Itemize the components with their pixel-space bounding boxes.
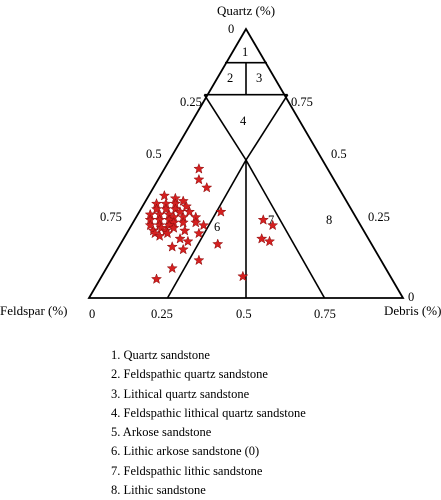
sample-star-marker [168, 222, 180, 233]
legend-item: 2. Feldspathic quartz sandstone [111, 367, 268, 382]
sample-star-marker [177, 195, 189, 206]
region-label-1: 1 [242, 45, 248, 59]
ternary-outer-triangle [87, 27, 405, 299]
right-edge-tick-label: 0.5 [331, 147, 347, 161]
legend-item: 7. Feldspathic lithic sandstone [111, 463, 263, 478]
sample-star-marker [160, 203, 172, 215]
base-tick-label: 0.75 [314, 307, 336, 321]
left-edge-tick-label: 0.25 [180, 95, 202, 109]
region-label-7: 7 [268, 213, 274, 227]
legend-item: 6. Lithic arkose sandstone (0) [111, 444, 260, 459]
base-tick-label: 0 [89, 307, 95, 321]
left-edge-tick-label: 0.75 [100, 210, 122, 224]
right-label-debris: Debris (%) [384, 303, 441, 318]
sample-star-marker [174, 232, 186, 244]
sample-star-marker [237, 270, 249, 282]
sample-star-marker [155, 222, 167, 233]
sample-star-marker [193, 227, 205, 239]
right-edge-tick-label: 0.75 [291, 95, 313, 109]
sample-star-marker [166, 240, 178, 252]
region-label-8: 8 [326, 213, 332, 227]
sample-star-marker [174, 206, 186, 217]
boundary-region-4-right [245, 94, 289, 161]
sample-star-marker [183, 206, 196, 217]
sample-star-marker [154, 230, 166, 241]
sample-star-marker [263, 235, 276, 247]
region-label-6: 6 [214, 220, 220, 234]
sample-star-marker [179, 224, 191, 236]
apex-label-quartz: Quartz (%) [217, 3, 275, 18]
left-edge-tick-label: 0 [228, 22, 234, 36]
sample-star-marker [166, 262, 178, 274]
sample-star-marker [150, 203, 163, 215]
right-edge-tick-label: 0.25 [368, 210, 390, 224]
region-label-4: 4 [240, 114, 247, 128]
sample-star-marker [149, 227, 161, 239]
sample-star-marker [193, 162, 205, 174]
sample-star-marker [257, 214, 269, 225]
sample-star-marker [267, 219, 279, 231]
boundary-region-7-8-divider [245, 159, 326, 299]
legend: 1. Quartz sandstone 2. Feldspathic quart… [111, 346, 306, 500]
sample-star-marker [144, 219, 156, 231]
legend-item: 5. Arkose sandstone [111, 425, 212, 440]
legend-item: 8. Lithic sandstone [111, 483, 206, 498]
region-label-2: 2 [227, 71, 233, 85]
right-edge-tick-label: 0 [408, 290, 414, 304]
sample-star-marker [177, 243, 189, 255]
sample-star-marker [150, 273, 163, 284]
sample-points [144, 162, 279, 284]
sample-star-marker [163, 219, 175, 231]
region-label-3: 3 [256, 71, 262, 85]
legend-item: 1. Quartz sandstone [111, 348, 210, 362]
left-edge-tick-label: 0.5 [146, 147, 162, 161]
sample-star-marker [158, 189, 170, 201]
sample-star-marker [190, 216, 202, 228]
ternary-diagram: Quartz (%) Feldspar (%) Debris (%) 0 0.2… [0, 3, 441, 321]
sample-star-marker [193, 173, 205, 185]
sample-star-marker [180, 200, 192, 212]
base-tick-label: 0.5 [236, 307, 252, 321]
legend-item: 3. Lithical quartz sandstone [111, 386, 250, 401]
sample-star-marker [197, 219, 210, 231]
boundary-region-4-left [203, 94, 247, 161]
sample-star-marker [215, 206, 227, 217]
sample-star-marker [256, 232, 268, 244]
sample-star-marker [182, 235, 194, 247]
sample-star-marker [201, 181, 213, 193]
sample-star-marker [161, 227, 174, 239]
left-label-feldspar: Feldspar (%) [0, 303, 68, 318]
base-tick-label: 0.25 [151, 307, 173, 321]
sample-star-marker [193, 254, 205, 266]
sample-star-marker [169, 203, 181, 215]
sample-star-marker [177, 216, 189, 228]
sample-star-marker [212, 238, 224, 249]
legend-item: 4. Feldspathic lithical quartz sandstone [111, 405, 306, 420]
